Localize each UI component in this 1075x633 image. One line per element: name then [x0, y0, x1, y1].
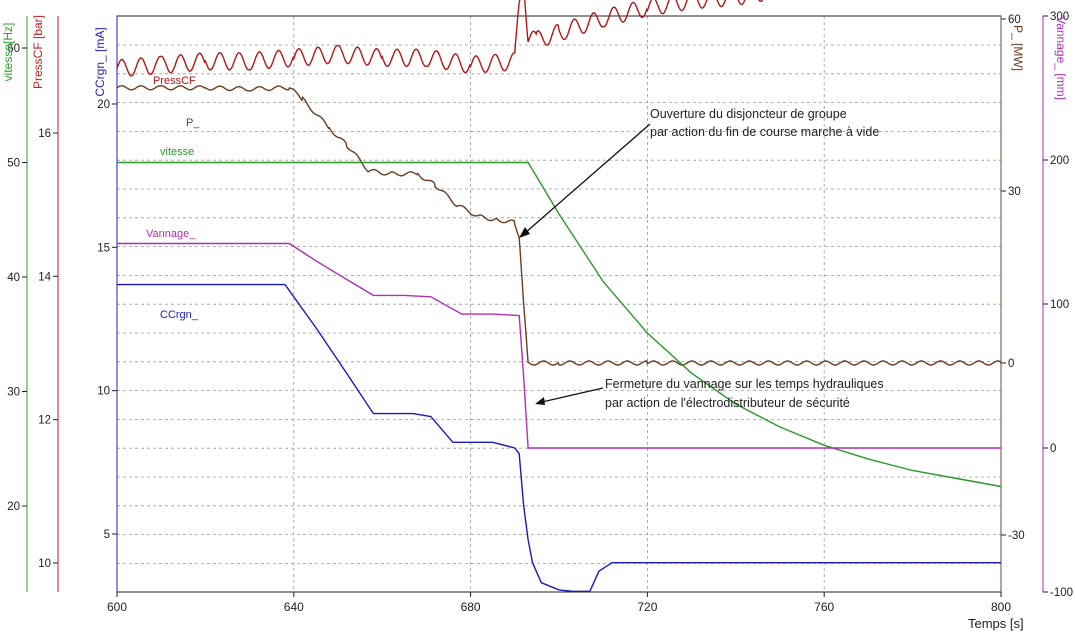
annotation-vannage-arrow	[541, 387, 604, 403]
y-tick-label-vitesse: 40	[7, 272, 20, 284]
series-label-presscf: PressCF	[153, 75, 196, 87]
y-tick-label-vitesse: 50	[7, 158, 20, 170]
y-tick-label-p: 30	[1008, 186, 1021, 198]
x-tick-label: 640	[284, 600, 304, 614]
y-tick-label-vannage: 200	[1050, 155, 1069, 167]
series-label-p: P_	[186, 117, 200, 129]
y-tick-label-press: 16	[38, 128, 51, 140]
y-tick-label-vitesse: 20	[7, 501, 20, 513]
y-tick-label-vitesse: 30	[7, 387, 20, 399]
series-line-ccrgn	[117, 283, 1001, 592]
axis-vitesse: 20 30 40 50 60 vitesse[Hz]	[1, 16, 28, 592]
annotation-disjoncteur-line2: par action du fin de course marche à vid…	[650, 125, 879, 139]
series-layer	[116, 0, 1002, 592]
x-tick-label: 720	[637, 600, 657, 614]
series-label-vitesse: vitesse	[160, 146, 194, 158]
x-tick-label: 800	[991, 600, 1011, 614]
annotation-disjoncteur-arrowhead	[519, 227, 530, 238]
y-tick-label-ccrgn: 10	[97, 386, 110, 398]
axis-label-p: P_ [MW]	[1011, 25, 1025, 71]
y-tick-label-vitesse: 60	[7, 43, 20, 55]
axis-p: -30 0 30 60 P_ [MW]	[1000, 14, 1025, 592]
y-tick-label-press: 10	[38, 558, 51, 570]
x-axis-label: Temps [s]	[968, 616, 1024, 631]
series-line-vitesse	[117, 161, 1002, 488]
axis-label-press: PressCF [bar]	[31, 15, 45, 89]
axis-vannage: -100 0 100 200 300 Vannage_ [mm]	[1042, 11, 1073, 599]
y-tick-label-ccrgn: 20	[97, 99, 110, 111]
y-tick-label-ccrgn: 5	[104, 529, 110, 541]
y-tick-label-p: 0	[1008, 358, 1014, 370]
annotation-vannage: Fermeture du vannage sur les temps hydra…	[535, 377, 884, 410]
series-line-p	[116, 85, 1002, 366]
y-tick-label-p: -30	[1008, 530, 1025, 542]
series-line-presscf	[116, 0, 764, 77]
grid	[116, 16, 1002, 592]
x-tick-label: 680	[461, 600, 481, 614]
axis-press: 10 12 14 16 PressCF [bar]	[31, 15, 59, 592]
axis-label-vitesse: vitesse[Hz]	[1, 23, 15, 82]
axis-label-vannage: Vannage_ [mm]	[1054, 16, 1068, 100]
axis-label-ccrgn: CCrgn_ [mA]	[93, 27, 107, 96]
annotation-vannage-line2: par action de l'électrodistributeur de s…	[605, 396, 850, 410]
annotation-disjoncteur-arrow	[524, 123, 651, 234]
annotation-disjoncteur: Ouverture du disjoncteur de groupe par a…	[519, 107, 879, 238]
annotation-vannage-line1: Fermeture du vannage sur les temps hydra…	[605, 377, 884, 391]
annotation-vannage-arrowhead	[535, 397, 545, 405]
axis-ccrgn: 5 10 15 20 CCrgn_ [mA]	[93, 16, 118, 592]
y-tick-label-vannage: 0	[1050, 443, 1056, 455]
y-tick-label-vannage: 300	[1050, 11, 1069, 23]
x-tick-label: 760	[814, 600, 834, 614]
series-label-ccrgn: CCrgn_	[160, 309, 199, 321]
y-tick-label-ccrgn: 15	[97, 242, 110, 254]
series-label-vannage: Vannage_	[146, 228, 196, 240]
x-tick-label: 600	[107, 600, 127, 614]
annotation-disjoncteur-line1: Ouverture du disjoncteur de groupe	[650, 107, 847, 121]
y-tick-label-vannage: 100	[1050, 299, 1069, 311]
y-tick-label-press: 12	[38, 415, 51, 427]
y-tick-label-vannage: -100	[1050, 587, 1073, 599]
y-tick-label-press: 14	[38, 271, 51, 283]
y-tick-label-p: 60	[1008, 14, 1021, 26]
x-axis: 600 640 680 720 760 800	[107, 592, 1011, 614]
series-line-vannage	[117, 242, 1001, 449]
